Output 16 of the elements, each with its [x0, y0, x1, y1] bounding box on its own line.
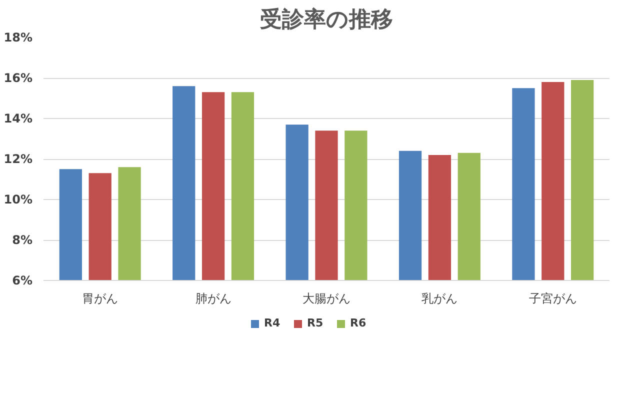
y-tick-label: 10%	[4, 192, 33, 206]
x-tick-label: 肺がん	[195, 292, 232, 306]
x-tick-label: 子宮がん	[528, 292, 577, 306]
y-tick-label: 12%	[4, 152, 33, 166]
legend-label: R4	[264, 316, 282, 330]
y-tick-label: 8%	[12, 233, 32, 247]
legend-label: R5	[307, 316, 324, 330]
x-tick-label: 乳がん	[422, 292, 458, 306]
legend-label: R6	[350, 316, 368, 330]
x-tick-label: 胃がん	[82, 292, 118, 306]
x-tick-label: 大腸がん	[302, 292, 350, 306]
chart-title: 受診率の推移	[260, 6, 393, 32]
y-tick-label: 14%	[4, 112, 33, 126]
y-tick-label: 6%	[12, 274, 32, 288]
y-tick-label: 18%	[4, 30, 33, 44]
y-tick-label: 16%	[4, 71, 33, 85]
